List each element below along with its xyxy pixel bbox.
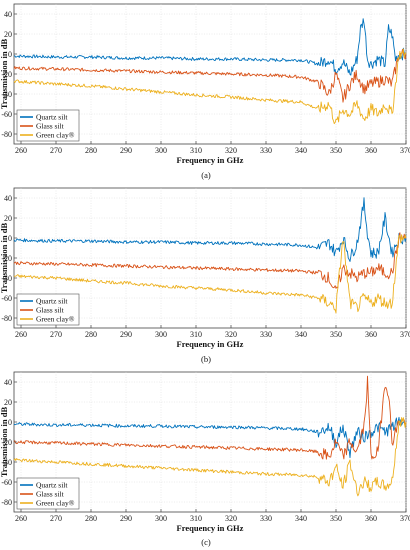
x-tick-label: 290 xyxy=(120,330,132,339)
legend-box xyxy=(16,477,80,510)
y-tick-label: 20 xyxy=(4,214,12,223)
x-tick-label: 350 xyxy=(330,330,342,339)
x-tick-label: 350 xyxy=(330,514,342,523)
series-line-2 xyxy=(13,232,407,289)
y-tick-label: -60 xyxy=(1,110,12,119)
x-tick-label: 370 xyxy=(400,146,410,155)
x-tick-label: 270 xyxy=(50,146,62,155)
legend-entry: Quartz silt xyxy=(36,113,68,122)
series-line-1 xyxy=(13,18,407,76)
legend-entry: Glass silt xyxy=(36,490,65,499)
y-tick-label: 40 xyxy=(4,10,12,19)
x-tick-label: 300 xyxy=(155,146,167,155)
panel-caption: (a) xyxy=(201,170,211,180)
y-tick-label: 20 xyxy=(4,398,12,407)
x-axis-label: Frequency in GHz xyxy=(177,339,244,349)
x-tick-label: 320 xyxy=(225,146,237,155)
x-axis-label: Frequency in GHz xyxy=(177,155,244,165)
x-tick-label: 280 xyxy=(85,514,97,523)
y-axis-label: Transmission in dB xyxy=(0,223,9,294)
x-tick-label: 260 xyxy=(15,146,27,155)
chart-panel-1: 260 270 280 290 300 310 320 330 340 350 360 370 40 20… xyxy=(0,3,410,180)
panel-caption: (c) xyxy=(201,537,211,547)
legend-entry: Green clay® xyxy=(36,499,75,508)
series-line-3 xyxy=(13,48,407,125)
x-tick-label: 340 xyxy=(295,514,307,523)
x-tick-label: 370 xyxy=(400,514,410,523)
legend-entry: Quartz silt xyxy=(36,481,68,490)
panel-caption: (b) xyxy=(201,354,211,364)
x-tick-label: 270 xyxy=(50,330,62,339)
y-tick-label: 40 xyxy=(4,378,12,387)
x-tick-label: 310 xyxy=(190,330,202,339)
x-tick-label: 330 xyxy=(260,146,272,155)
y-tick-label: -80 xyxy=(1,130,12,139)
x-tick-label: 320 xyxy=(225,514,237,523)
y-tick-label: -60 xyxy=(1,478,12,487)
y-tick-label: -40 xyxy=(1,90,12,99)
x-tick-label: 280 xyxy=(85,146,97,155)
series-line-2 xyxy=(13,48,407,103)
y-tick-label: -20 xyxy=(1,70,12,79)
x-tick-label: 290 xyxy=(120,514,132,523)
y-tick-label: 0 xyxy=(8,418,12,427)
y-tick-label: -40 xyxy=(1,274,12,283)
series-line-3 xyxy=(13,417,407,497)
x-tick-label: 350 xyxy=(330,146,342,155)
x-tick-label: 290 xyxy=(120,146,132,155)
y-axis-label: Transmission in dB xyxy=(0,39,9,110)
series-line-1 xyxy=(13,197,407,262)
legend-entry: Quartz silt xyxy=(36,297,68,306)
series-line-3 xyxy=(13,234,407,314)
x-tick-label: 270 xyxy=(50,514,62,523)
x-axis-label: Frequency in GHz xyxy=(177,523,244,533)
chart-panel-2: 260 270 280 290 300 310 320 330 340 350 360 370 40 20… xyxy=(0,187,410,364)
x-tick-label: 320 xyxy=(225,330,237,339)
x-tick-label: 340 xyxy=(295,330,307,339)
y-tick-label: -20 xyxy=(1,254,12,263)
chart-panel-3: 260 270 280 290 300 310 320 330 340 350 360 370 40 20… xyxy=(0,371,410,547)
x-tick-label: 360 xyxy=(365,146,377,155)
y-tick-label: -80 xyxy=(1,498,12,507)
x-tick-label: 310 xyxy=(190,146,202,155)
legend-entry: Green clay® xyxy=(36,131,75,140)
y-tick-label: 20 xyxy=(4,30,12,39)
y-tick-label: 0 xyxy=(8,234,12,243)
y-tick-label: -80 xyxy=(1,314,12,323)
x-tick-label: 340 xyxy=(295,146,307,155)
x-tick-label: 330 xyxy=(260,514,272,523)
legend-entry: Glass silt xyxy=(36,122,65,131)
x-tick-label: 300 xyxy=(155,514,167,523)
x-tick-label: 260 xyxy=(15,514,27,523)
y-tick-label: -40 xyxy=(1,458,12,467)
x-tick-label: 360 xyxy=(365,514,377,523)
y-tick-label: -20 xyxy=(1,438,12,447)
legend-entry: Glass silt xyxy=(36,306,65,315)
series-line-2 xyxy=(13,375,407,460)
legend-entry: Green clay® xyxy=(36,315,75,324)
y-tick-label: 0 xyxy=(8,50,12,59)
x-tick-label: 330 xyxy=(260,330,272,339)
x-tick-label: 280 xyxy=(85,330,97,339)
x-tick-label: 370 xyxy=(400,330,410,339)
y-tick-label: 40 xyxy=(4,194,12,203)
x-tick-label: 300 xyxy=(155,330,167,339)
x-tick-label: 360 xyxy=(365,330,377,339)
x-tick-label: 310 xyxy=(190,514,202,523)
y-tick-label: -60 xyxy=(1,294,12,303)
series-line-1 xyxy=(13,416,407,459)
x-tick-label: 260 xyxy=(15,330,27,339)
y-axis-label: Transmission in dB xyxy=(0,407,9,478)
